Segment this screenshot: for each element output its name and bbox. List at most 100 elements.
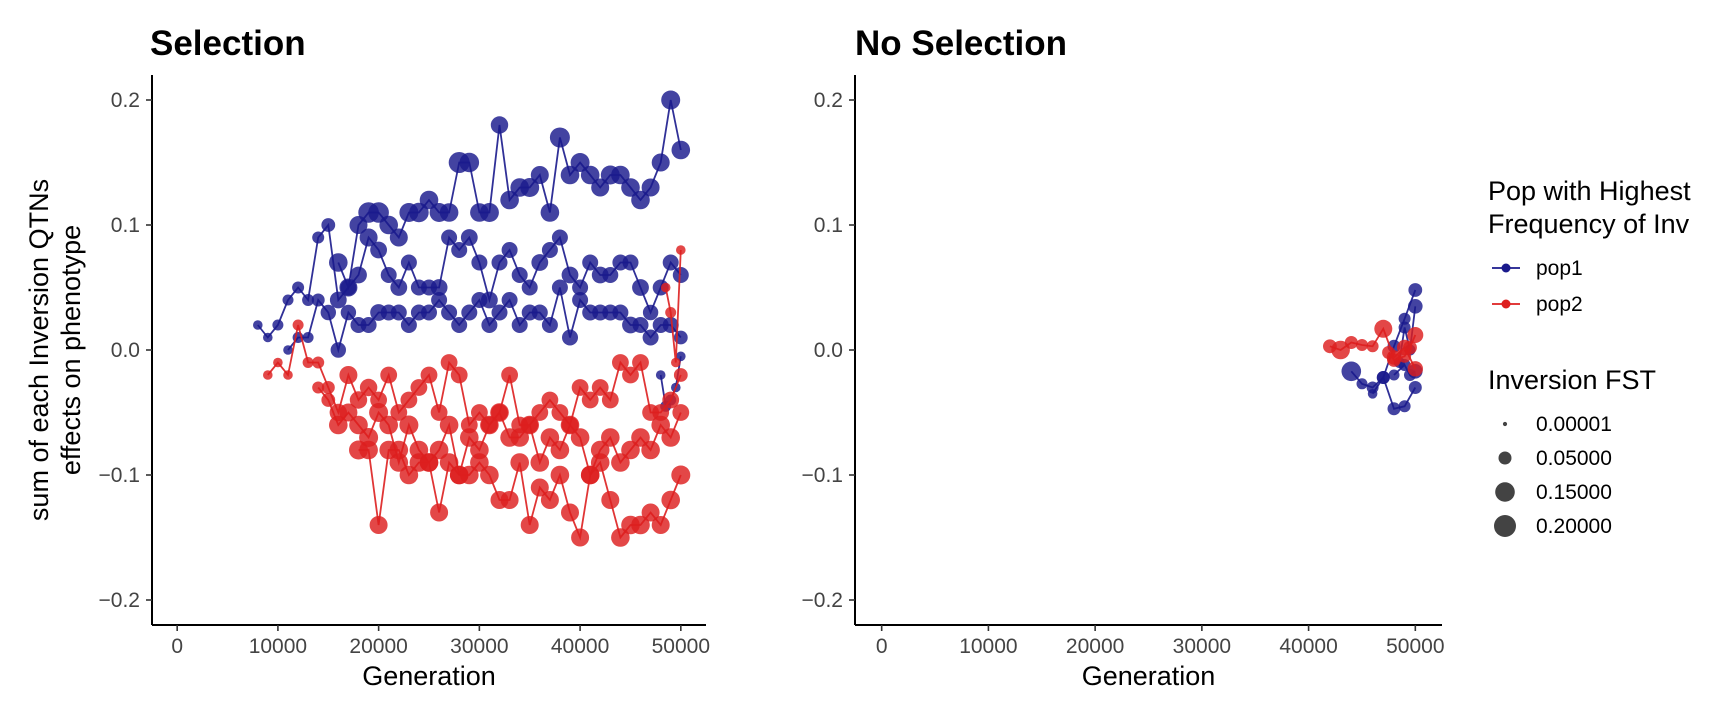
x-tick-label: 0 — [876, 635, 888, 658]
data-point-pop1 — [661, 90, 681, 110]
chart-title: No Selection — [855, 24, 1067, 63]
data-point-pop2 — [540, 428, 560, 447]
data-point-pop2 — [1374, 319, 1393, 338]
data-point-pop2 — [550, 440, 570, 460]
data-point-pop1 — [1408, 299, 1423, 314]
data-point-pop1 — [591, 178, 610, 197]
data-point-pop1 — [283, 345, 293, 355]
data-point-pop2 — [540, 491, 559, 509]
data-point-pop2 — [601, 491, 620, 509]
data-point-pop2 — [1356, 339, 1368, 351]
data-point-pop2 — [510, 453, 529, 472]
data-point-pop1 — [501, 242, 518, 258]
data-point-pop1 — [302, 332, 314, 343]
panel-no-selection: No Selection 0 10000 20000 30000 40000 50000 −0… — [802, 24, 1445, 691]
data-point-pop1 — [632, 317, 649, 333]
data-point-pop1 — [370, 241, 387, 259]
y-axis-label: sum of each Inversion QTNseffects on phe… — [24, 179, 86, 521]
data-point-pop2 — [380, 366, 398, 384]
data-point-pop1 — [471, 292, 488, 308]
legend-size-title: Inversion FST — [1488, 365, 1656, 395]
data-point-pop1 — [582, 254, 599, 271]
data-point-pop2 — [321, 381, 335, 394]
data-point-pop2 — [460, 416, 478, 434]
y-tick-label: −0.1 — [99, 464, 140, 487]
data-point-pop2 — [420, 366, 438, 384]
data-point-pop2 — [471, 404, 488, 421]
data-point-pop1 — [1356, 378, 1368, 390]
data-point-pop2 — [631, 428, 650, 447]
data-point-pop1 — [520, 178, 540, 197]
data-point-pop2 — [359, 378, 378, 397]
x-tick-label: 50000 — [652, 635, 710, 658]
legend-size-key — [1498, 451, 1512, 465]
x-tick-label: 20000 — [349, 635, 407, 658]
data-point-pop1 — [662, 254, 679, 271]
data-point-pop2 — [560, 415, 580, 435]
legend-color-title-line: Pop with Highest — [1488, 176, 1691, 206]
data-point-pop1 — [490, 116, 509, 134]
data-point-pop2 — [439, 453, 459, 472]
data-point-pop2 — [571, 528, 590, 547]
data-point-pop2 — [671, 357, 681, 368]
x-tick-label: 50000 — [1386, 635, 1444, 658]
data-point-pop1 — [641, 178, 660, 197]
data-point-pop1 — [321, 218, 336, 232]
data-point-pop2 — [399, 415, 419, 435]
legend: Pop with Highest Frequency of Inv pop1 pop2… — [1488, 176, 1691, 538]
data-point-pop1 — [441, 304, 458, 321]
data-point-pop1 — [329, 291, 347, 309]
legend-color-title: Pop with Highest Frequency of Inv — [1488, 176, 1691, 239]
data-point-pop2 — [641, 440, 660, 460]
legend-size-key — [1495, 482, 1515, 502]
y-tick-label: 0.1 — [814, 214, 843, 237]
data-point-pop2 — [530, 478, 549, 497]
data-point-pop2 — [673, 368, 688, 382]
data-point-pop1 — [379, 215, 399, 235]
data-point-pop2 — [460, 465, 479, 485]
data-point-pop1 — [655, 370, 666, 380]
data-point-pop2 — [660, 282, 671, 293]
data-point-pop1 — [311, 293, 325, 307]
data-point-pop2 — [369, 403, 389, 422]
data-point-pop2 — [632, 354, 649, 371]
data-point-pop1 — [263, 332, 273, 343]
panel-selection: Selection 0 10000 20000 30000 40000 50000 −0.2 −… — [24, 24, 710, 691]
data-point-pop2 — [349, 415, 368, 435]
legend-size-label: 0.15000 — [1536, 481, 1612, 504]
legend-size-key — [1502, 421, 1508, 427]
data-point-pop1 — [611, 165, 630, 185]
data-point-pop2 — [671, 465, 691, 485]
data-point-pop2 — [389, 440, 409, 460]
data-point-pop1 — [1341, 361, 1362, 382]
data-point-pop2 — [292, 319, 304, 331]
data-point-pop2 — [531, 404, 549, 421]
data-point-pop1 — [511, 317, 528, 333]
data-point-pop1 — [1367, 389, 1378, 399]
data-point-pop1 — [672, 267, 689, 283]
data-point-pop2 — [590, 453, 610, 472]
data-point-pop2 — [263, 370, 273, 380]
data-point-pop2 — [651, 415, 670, 435]
data-point-pop1 — [441, 229, 458, 246]
data-point-pop1 — [530, 166, 549, 184]
data-point-pop1 — [1398, 400, 1411, 413]
series-pop1-upper — [329, 90, 691, 297]
data-point-pop2 — [450, 366, 468, 384]
data-point-pop2 — [273, 357, 283, 368]
data-point-pop2 — [661, 428, 680, 447]
data-point-pop1 — [540, 203, 560, 222]
data-point-pop2 — [520, 516, 539, 534]
y-axis-label-line: sum of each Inversion QTNs — [24, 179, 54, 521]
data-point-pop2 — [520, 415, 539, 435]
data-point-pop2 — [1366, 340, 1379, 353]
data-point-pop1 — [459, 152, 480, 173]
data-point-pop1 — [421, 304, 437, 321]
data-point-pop2 — [611, 453, 630, 472]
y-tick-label: 0.0 — [111, 339, 140, 362]
y-tick-label: −0.1 — [802, 464, 843, 487]
data-point-pop1 — [612, 304, 629, 321]
series-pop2-lower — [349, 440, 691, 547]
series-pop2-upper — [263, 319, 688, 434]
data-point-pop2 — [429, 440, 449, 460]
